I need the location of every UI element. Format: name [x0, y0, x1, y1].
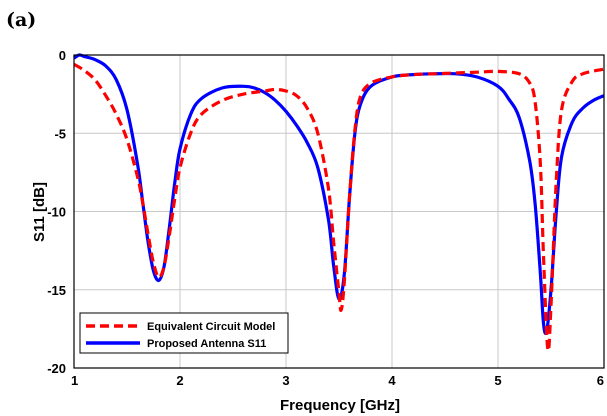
x-tick-labels: 1 2 3 4 5 6 — [71, 373, 604, 388]
x-tick-label: 4 — [388, 373, 396, 388]
x-tick-label: 2 — [176, 373, 183, 388]
x-tick-label: 3 — [282, 373, 289, 388]
y-tick-label: -5 — [54, 126, 66, 141]
series-line-equivalent-circuit — [73, 62, 605, 353]
legend: Equivalent Circuit Model Proposed Antenn… — [79, 312, 289, 354]
x-tick-label: 6 — [597, 373, 604, 388]
x-axis-title: Frequency [GHz] — [280, 397, 400, 414]
y-tick-label: -20 — [47, 361, 66, 376]
legend-label-equivalent-circuit: Equivalent Circuit Model — [147, 321, 275, 333]
y-tick-label: 0 — [59, 48, 66, 63]
legend-label-proposed-antenna: Proposed Antenna S11 — [147, 338, 266, 350]
x-tick-label: 5 — [494, 373, 501, 388]
y-tick-label: -15 — [47, 283, 66, 298]
plot-series — [73, 53, 605, 353]
series-line-proposed-antenna — [73, 53, 605, 336]
y-tick-label: -10 — [47, 205, 66, 220]
y-axis-title: S11 [dB] — [31, 182, 48, 242]
plot-frame — [73, 54, 605, 369]
y-tick-labels: 0 -5 -10 -15 -20 — [47, 48, 66, 376]
panel-label: (a) — [6, 9, 36, 31]
grid — [74, 55, 604, 368]
x-tick-label: 1 — [71, 373, 78, 388]
legend-box — [79, 312, 289, 354]
